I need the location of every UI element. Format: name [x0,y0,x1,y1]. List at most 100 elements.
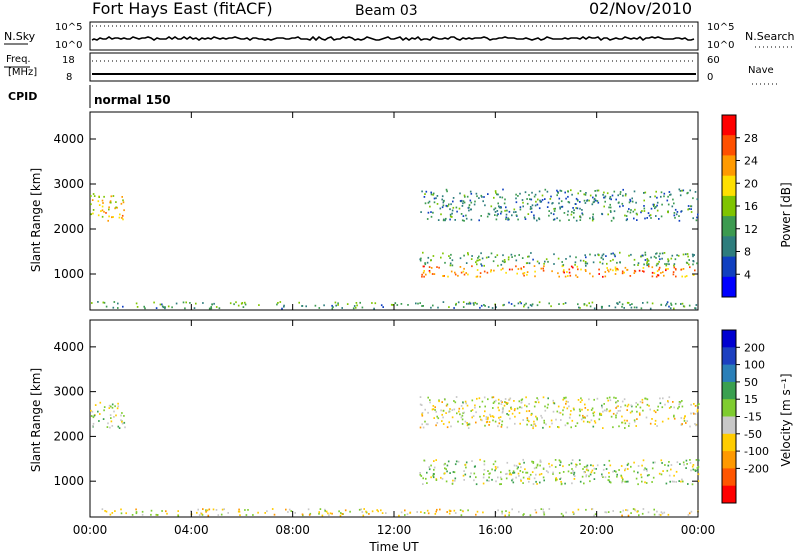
nave-label: Nave [748,65,774,76]
data-cell-1-0-27 [123,415,125,417]
data-cell-1-4-248 [467,427,470,429]
data-cell-0-1-185 [631,303,633,305]
data-cell-0-4-174 [589,217,591,220]
data-cell-0-1-20 [646,301,649,304]
data-cell-0-4-15 [629,198,631,201]
data-cell-1-3-170 [637,465,640,467]
data-cell-0-4-9 [446,190,448,193]
station-title: Fort Hays East (fitACF) [92,0,273,18]
data-cell-1-3-76 [692,464,695,466]
data-cell-1-4-337 [582,416,584,419]
data-cell-0-3-102 [602,258,604,261]
data-cell-0-1-110 [593,307,596,310]
data-cell-1-4-144 [592,414,595,417]
data-cell-1-4-90 [453,408,456,411]
data-cell-1-3-182 [540,461,542,463]
data-cell-0-2-61 [500,268,502,271]
data-cell-1-2-33 [520,478,522,481]
data-cell-1-4-180 [536,417,538,420]
data-cell-0-4-110 [455,206,458,209]
data-cell-0-2-106 [423,265,425,268]
data-cell-1-2-132 [620,474,622,477]
data-cell-0-0-44 [91,199,94,201]
data-cell-0-3-163 [440,256,442,259]
data-cell-1-3-36 [676,461,679,464]
data-cell-1-2-137 [564,482,566,485]
data-cell-0-4-336 [593,200,596,203]
data-cell-1-3-91 [454,463,457,466]
data-cell-1-3-30 [515,464,518,467]
data-cell-1-1-93 [434,513,437,515]
data-cell-1-3-69 [679,463,681,465]
data-cell-1-1-176 [475,513,477,516]
data-cell-1-3-65 [559,460,562,463]
data-cell-1-1-89 [504,514,506,517]
data-cell-0-4-107 [584,202,587,204]
data-cell-1-3-100 [419,472,421,474]
data-cell-1-4-128 [543,421,546,424]
data-cell-1-3-47 [683,463,685,466]
data-cell-1-4-74 [591,407,594,410]
velocity-y-axis-title: Slant Range [km] [29,368,43,472]
data-cell-1-0-7 [115,414,117,417]
data-cell-1-4-222 [491,415,494,417]
data-cell-1-4-387 [639,406,642,409]
data-cell-1-2-32 [522,476,525,479]
data-cell-0-4-82 [461,219,464,222]
data-cell-0-2-116 [447,275,449,278]
data-cell-1-4-65 [528,420,530,423]
data-cell-1-4-199 [526,419,529,422]
data-cell-1-3-104 [444,462,446,465]
data-cell-0-4-128 [470,218,473,221]
data-cell-1-1-124 [427,512,430,515]
data-cell-1-2-10 [522,482,524,484]
data-cell-1-0-39 [90,415,93,417]
data-cell-1-1-119 [135,512,138,515]
data-cell-1-4-396 [679,402,681,405]
data-cell-1-1-56 [217,514,220,516]
data-cell-1-3-45 [592,464,594,467]
data-cell-0-3-112 [691,253,694,256]
data-cell-1-1-166 [476,510,479,513]
nave-tick-top: 60 [707,55,720,66]
data-cell-0-4-367 [547,201,550,204]
data-cell-0-4-160 [696,198,699,201]
data-cell-1-4-35 [537,398,539,401]
data-cell-1-1-58 [573,512,575,515]
data-cell-0-2-59 [662,271,664,274]
data-cell-0-1-182 [218,307,221,310]
data-cell-0-3-117 [480,252,482,255]
data-cell-0-4-85 [592,216,594,218]
data-cell-1-2-69 [621,480,624,483]
data-cell-1-4-309 [462,407,464,410]
data-cell-0-4-175 [502,188,504,191]
data-cell-1-4-154 [562,409,564,412]
data-cell-1-3-44 [573,471,576,474]
data-cell-1-2-7 [512,481,515,484]
data-cell-1-4-158 [621,400,624,403]
data-cell-1-4-399 [616,412,618,415]
data-cell-1-1-138 [453,509,456,512]
data-cell-0-0-15 [108,208,110,211]
data-cell-1-4-258 [492,402,495,404]
data-cell-1-1-72 [634,509,637,512]
data-cell-0-4-254 [493,208,495,211]
data-cell-1-4-339 [581,408,583,411]
data-cell-1-0-40 [110,417,112,419]
data-cell-0-4-60 [667,195,669,198]
data-cell-1-1-195 [161,510,163,512]
data-cell-0-4-277 [593,197,596,200]
data-cell-1-3-61 [523,461,525,464]
data-cell-1-0-9 [98,420,100,422]
data-cell-0-4-14 [588,199,590,202]
data-cell-0-2-37 [423,270,425,272]
data-cell-0-3-43 [605,255,607,257]
data-cell-1-1-105 [120,512,123,515]
data-cell-1-4-357 [464,400,467,403]
data-cell-1-1-66 [449,510,452,512]
data-cell-0-1-175 [513,304,516,307]
data-cell-1-4-157 [651,418,653,420]
data-cell-0-1-153 [283,305,285,308]
data-cell-1-2-146 [432,476,435,479]
data-cell-0-4-233 [469,199,472,202]
